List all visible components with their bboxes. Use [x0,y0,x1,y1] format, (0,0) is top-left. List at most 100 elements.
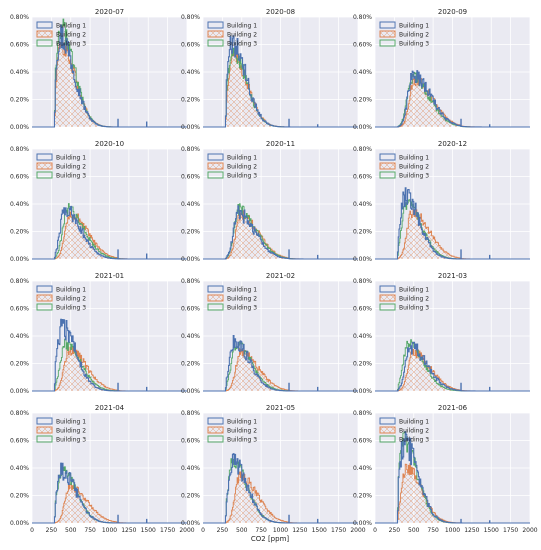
building-2-hatch-fill [203,210,358,259]
y-tick-label: 0.00% [181,520,200,527]
building-2-hatch-fill [375,463,530,523]
x-tick-label: 500 [65,527,77,534]
y-tick-label: 0.80% [10,14,29,21]
y-tick-label: 0.80% [181,146,200,153]
x-tick-label: 250 [46,527,58,534]
legend-swatch [36,435,53,443]
legend: Building 1 Building 2 Building 3 [207,21,257,48]
subplot-title: 2021-03 [438,272,467,280]
y-tick-label: 0.80% [181,410,200,417]
x-tick-label: 1000 [273,527,288,534]
legend-swatch [379,39,396,47]
legend-label: Building 1 [56,155,86,162]
y-tick-label: 0.40% [181,69,200,76]
legend-swatch [207,39,224,47]
building-2-hatch-fill [32,346,187,391]
y-tick-label: 0.80% [353,146,372,153]
y-tick-label: 0.80% [181,14,200,21]
legend-swatch [379,294,396,302]
x-tick-label: 1500 [141,527,156,534]
y-tick-label: 0.20% [353,229,372,236]
legend: Building 1 Building 2 Building 3 [36,285,86,312]
series-building-1-line [32,24,187,128]
legend-label: Building 3 [227,437,257,444]
x-tick-label: 2000 [179,527,194,534]
subplot-2021-06: 2021-06 0.00% 0.20% 0.40% 0.60% 0.80% 0 250 500 7… [353,404,538,534]
legend-label: Building 3 [56,305,86,312]
building-2-hatch-fill [203,348,358,391]
y-tick-label: 0.60% [10,174,29,181]
y-tick-label: 0.40% [10,333,29,340]
y-tick-label: 0.60% [181,306,200,313]
y-tick-label: 0.60% [10,306,29,313]
y-tick-label: 0.00% [181,256,200,263]
legend-label: Building 2 [227,428,257,435]
subplot-title: 2021-02 [266,272,295,280]
series-building-1-line [203,205,358,260]
legend-swatch [36,39,53,47]
subplot-2021-03: 2021-03 0.00% 0.20% 0.40% 0.60% 0.80% Building… [353,272,531,395]
legend: Building 1 Building 2 Building 3 [379,417,429,444]
legend-swatch [36,162,53,170]
y-tick-label: 0.20% [181,229,200,236]
legend-swatch [379,303,396,311]
x-tick-label: 750 [255,527,267,534]
legend-swatch [36,171,53,179]
y-tick-label: 0.40% [181,465,200,472]
y-tick-label: 0.20% [353,97,372,104]
legend-swatch [379,162,396,170]
y-tick-label: 0.00% [353,256,372,263]
legend-swatch [36,303,53,311]
subplot-title: 2020-12 [438,140,467,148]
building-2-hatch-fill [375,208,530,259]
legend: Building 1 Building 2 Building 3 [207,285,257,312]
subplot-2021-02: 2021-02 0.00% 0.20% 0.40% 0.60% 0.80% Building… [181,272,359,395]
y-tick-label: 0.20% [181,361,200,368]
legend-label: Building 3 [56,173,86,180]
legend-label: Building 1 [56,419,86,426]
legend-swatch [36,285,53,293]
x-tick-label: 1250 [121,527,136,534]
legend-label: Building 2 [399,32,429,39]
x-axis-label: CO2 [ppm] [251,535,290,543]
subplot-title: 2021-01 [95,272,124,280]
legend-label: Building 2 [399,296,429,303]
legend-label: Building 3 [56,41,86,48]
legend: Building 1 Building 2 Building 3 [36,417,86,444]
x-tick-label: 1000 [102,527,117,534]
legend-swatch [207,426,224,434]
legend-label: Building 3 [399,305,429,312]
y-tick-label: 0.20% [353,361,372,368]
y-tick-label: 0.40% [353,69,372,76]
x-tick-label: 1750 [160,527,175,534]
subplot-2020-10: 2020-10 0.00% 0.20% 0.40% 0.60% 0.80% Building… [10,140,188,263]
y-tick-label: 0.40% [10,69,29,76]
y-tick-label: 0.40% [353,465,372,472]
building-2-hatch-fill [203,471,358,523]
x-tick-label: 2000 [350,527,365,534]
y-tick-label: 0.60% [353,42,372,49]
legend-swatch [207,21,224,29]
legend-label: Building 3 [399,173,429,180]
subplot-2020-07: 2020-07 0.00% 0.20% 0.40% 0.60% 0.80% Building… [10,8,188,131]
legend-swatch [379,21,396,29]
legend-swatch [207,294,224,302]
legend-swatch [207,171,224,179]
series-building-1-line [203,453,358,524]
y-tick-label: 0.60% [181,42,200,49]
legend-label: Building 3 [399,437,429,444]
x-tick-label: 500 [408,527,420,534]
x-tick-label: 250 [389,527,401,534]
subplot-title: 2021-04 [95,404,125,412]
x-tick-label: 1000 [445,527,460,534]
y-tick-label: 0.20% [181,97,200,104]
legend: Building 1 Building 2 Building 3 [36,153,86,180]
legend-swatch [36,294,53,302]
legend-swatch [207,303,224,311]
series-building-1-line [375,341,530,392]
legend: Building 1 Building 2 Building 3 [36,21,86,48]
legend-swatch [379,426,396,434]
legend-label: Building 2 [56,32,86,39]
y-tick-label: 0.00% [10,388,29,395]
